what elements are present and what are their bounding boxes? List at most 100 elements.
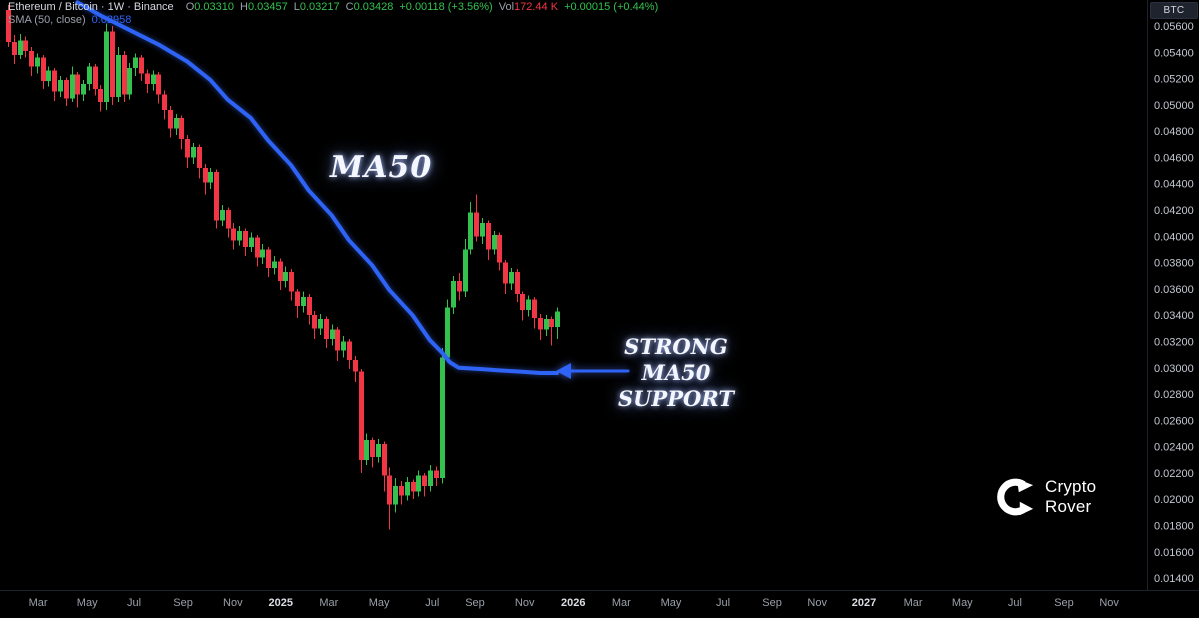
low-value: 0.03217 (299, 1, 340, 13)
candle-body (18, 40, 23, 55)
quote-currency-button[interactable]: BTC (1150, 2, 1198, 19)
candle-body (139, 57, 144, 74)
candle-body (440, 357, 445, 479)
left-arrow-annotation[interactable] (552, 356, 638, 386)
legend: Ethereum / Bitcoin · 1W · Binance O0.0331… (8, 1, 658, 27)
candle-body (295, 291, 300, 306)
candle-body (330, 329, 335, 339)
candle-body (405, 482, 410, 496)
price-axis-label: 0.03200 (1154, 336, 1194, 348)
price-axis-label: 0.05000 (1154, 100, 1194, 112)
price-axis-label: 0.04200 (1154, 205, 1194, 217)
volume-label: Vol (498, 1, 515, 13)
price-axis-label: 0.04800 (1154, 126, 1194, 138)
support-text-line2: SUPPORT (617, 386, 735, 411)
candle-body (370, 440, 375, 458)
candle-body (197, 146, 202, 168)
volume-change-value: +0.00015 (+0.44%) (564, 1, 659, 13)
open-value: 0.03310 (194, 1, 235, 13)
candle-body (428, 470, 433, 487)
price-axis-label: 0.04000 (1154, 231, 1194, 243)
price-axis-label: 0.04600 (1154, 152, 1194, 164)
candle-body (538, 317, 543, 330)
candle-body (214, 171, 219, 221)
crypto-rover-logo-icon (997, 478, 1034, 516)
candle-body (208, 171, 213, 183)
ma50-line[interactable] (75, 0, 560, 375)
candle-body (191, 146, 196, 158)
candle-body (87, 66, 92, 84)
sma-legend-row[interactable]: SMA (50, close) 0.02958 (8, 14, 658, 27)
candle-body (532, 299, 537, 318)
candle-body (515, 271, 520, 295)
time-axis-month-label: Sep (1054, 597, 1074, 609)
candle-body (399, 486, 404, 496)
candle-body (151, 74, 156, 84)
price-axis[interactable]: 0.05600 0.05400 0.05200 0.05000 0.04800 0.046… (1154, 21, 1194, 585)
symbol-legend-row[interactable]: Ethereum / Bitcoin · 1W · Binance O0.0331… (8, 1, 658, 14)
price-axis-separator (1147, 0, 1148, 590)
candle-body (289, 271, 294, 292)
candle-body (29, 50, 34, 67)
candle-body (249, 237, 254, 247)
time-axis-year-label: 2025 (269, 597, 293, 609)
sma-indicator-title[interactable]: SMA (50, close) (8, 14, 86, 26)
candle-body (549, 319, 554, 328)
price-axis-label: 0.05600 (1154, 21, 1194, 33)
close-value: 0.03428 (353, 1, 394, 13)
candle-body (411, 482, 416, 492)
time-axis-year-label: 2026 (561, 597, 585, 609)
price-axis-label: 0.01400 (1154, 573, 1194, 585)
candle-body (312, 315, 317, 329)
watermark-line2: Rover (1045, 497, 1092, 516)
candle-body (110, 31, 115, 97)
candle-body (162, 94, 167, 111)
candle-body (23, 40, 28, 51)
price-axis-label: 0.01600 (1154, 547, 1194, 559)
time-axis-month-label: Sep (465, 597, 485, 609)
candle-body (255, 237, 260, 258)
candle-body (52, 70, 57, 92)
time-axis-month-label: Nov (515, 597, 535, 609)
candle-body (35, 57, 40, 67)
time-axis-month-label: Sep (173, 597, 193, 609)
price-axis-label: 0.04400 (1154, 179, 1194, 191)
candle-body (12, 41, 17, 55)
time-axis-month-label: May (661, 597, 682, 609)
support-text-annotation[interactable]: STRONG MA50 SUPPORT (598, 334, 754, 412)
candle-body (93, 66, 98, 90)
candle-body (451, 281, 456, 308)
support-text-line1: STRONG MA50 (624, 334, 728, 385)
candle-body (445, 307, 450, 358)
time-axis-month-label: Mar (29, 597, 48, 609)
candle-body (555, 311, 560, 328)
candle-body (480, 223, 485, 237)
candle-body (203, 167, 208, 183)
candle-body (364, 440, 369, 460)
candle-body (318, 319, 323, 329)
candle-body (127, 68, 132, 95)
candle-body (474, 212, 479, 237)
time-axis[interactable]: Mar May Jul Sep Nov 2025 Mar May Jul Sep Nov 2026 Ma… (29, 597, 1120, 609)
ma50-text-annotation[interactable]: MA50 (330, 150, 433, 185)
candle-body (422, 475, 427, 487)
open-label: O (185, 1, 195, 13)
candle-body (353, 359, 358, 372)
volume-value: 172.44 K (514, 1, 559, 13)
candle-body (347, 341, 352, 360)
candle-body (174, 118, 179, 129)
candle-body (179, 118, 184, 140)
candle-body (243, 231, 248, 247)
symbol-title[interactable]: Ethereum / Bitcoin · 1W · Binance (8, 1, 174, 13)
candle-body (122, 54, 127, 95)
crypto-rover-watermark: Crypto Rover (994, 476, 1096, 518)
close-label: C (345, 1, 354, 13)
candle-body (64, 79, 69, 99)
candle-body (382, 444, 387, 476)
price-axis-label: 0.02400 (1154, 442, 1194, 454)
time-axis-month-label: May (77, 597, 98, 609)
candle-body (116, 54, 121, 97)
watermark-line1: Crypto (1045, 477, 1097, 496)
